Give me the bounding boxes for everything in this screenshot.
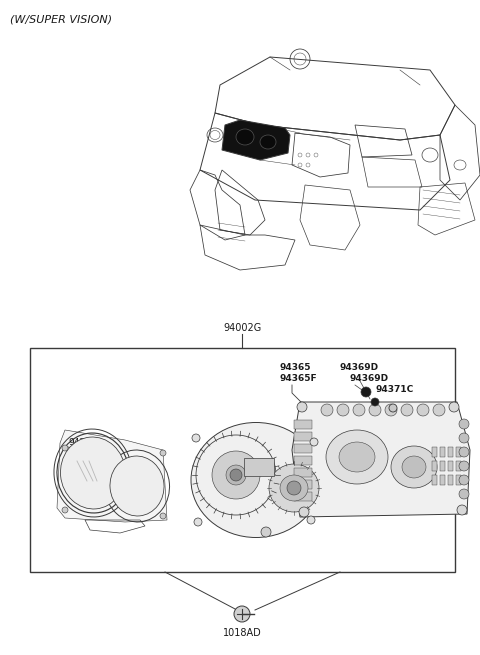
Circle shape (337, 404, 349, 416)
Circle shape (371, 398, 379, 406)
Ellipse shape (280, 475, 308, 501)
Bar (440, 461, 445, 471)
Circle shape (361, 387, 371, 397)
Circle shape (192, 434, 200, 442)
Bar (440, 475, 445, 485)
Circle shape (310, 438, 318, 446)
Bar (294, 456, 312, 465)
Ellipse shape (226, 465, 246, 485)
Circle shape (369, 404, 381, 416)
Text: 94360A: 94360A (68, 438, 103, 447)
Circle shape (459, 475, 469, 485)
Text: 94365F: 94365F (280, 374, 318, 383)
Bar (448, 461, 453, 471)
Bar (448, 475, 453, 485)
Ellipse shape (269, 464, 319, 512)
Circle shape (230, 469, 242, 481)
Polygon shape (57, 430, 167, 522)
Circle shape (307, 516, 315, 524)
Circle shape (261, 527, 271, 537)
Ellipse shape (339, 442, 375, 472)
Bar (294, 432, 312, 441)
Ellipse shape (212, 451, 260, 499)
Circle shape (297, 402, 307, 412)
Ellipse shape (402, 456, 426, 478)
Bar (244, 458, 274, 476)
Text: 94369D: 94369D (350, 374, 389, 383)
Circle shape (353, 404, 365, 416)
Bar (294, 492, 312, 501)
Ellipse shape (326, 430, 388, 484)
Circle shape (62, 507, 68, 513)
Circle shape (160, 450, 166, 456)
Circle shape (321, 404, 333, 416)
Ellipse shape (260, 135, 276, 149)
Text: 94371C: 94371C (375, 385, 413, 394)
Circle shape (62, 445, 68, 451)
Text: 94369D: 94369D (340, 363, 379, 372)
Circle shape (401, 404, 413, 416)
Circle shape (299, 507, 309, 517)
Bar (432, 461, 437, 471)
Bar (432, 475, 437, 485)
Text: 94365: 94365 (280, 363, 312, 372)
Bar (294, 480, 312, 489)
Circle shape (287, 481, 301, 495)
Text: (W/SUPER VISION): (W/SUPER VISION) (10, 14, 112, 24)
Circle shape (459, 433, 469, 443)
Ellipse shape (110, 456, 164, 516)
Bar (440, 447, 445, 457)
Ellipse shape (391, 446, 437, 488)
Circle shape (160, 513, 166, 519)
Bar (456, 447, 461, 457)
Circle shape (459, 419, 469, 429)
Text: 94002G: 94002G (223, 323, 261, 333)
Polygon shape (292, 402, 470, 517)
Ellipse shape (191, 422, 321, 538)
Circle shape (449, 402, 459, 412)
Circle shape (459, 461, 469, 471)
Bar (294, 444, 312, 453)
Circle shape (459, 447, 469, 457)
Circle shape (194, 518, 202, 526)
Bar (30, 348, 455, 572)
Polygon shape (222, 120, 290, 160)
Bar (294, 468, 312, 477)
Circle shape (234, 606, 250, 622)
Bar (456, 475, 461, 485)
Circle shape (457, 505, 467, 515)
Bar (294, 420, 312, 429)
Bar (456, 461, 461, 471)
Ellipse shape (236, 129, 254, 145)
Circle shape (433, 404, 445, 416)
Circle shape (385, 404, 397, 416)
Circle shape (417, 404, 429, 416)
Bar (448, 447, 453, 457)
Circle shape (459, 489, 469, 499)
Bar (432, 447, 437, 457)
Ellipse shape (60, 437, 126, 509)
Circle shape (389, 404, 397, 412)
Text: 1018AD: 1018AD (223, 628, 262, 638)
